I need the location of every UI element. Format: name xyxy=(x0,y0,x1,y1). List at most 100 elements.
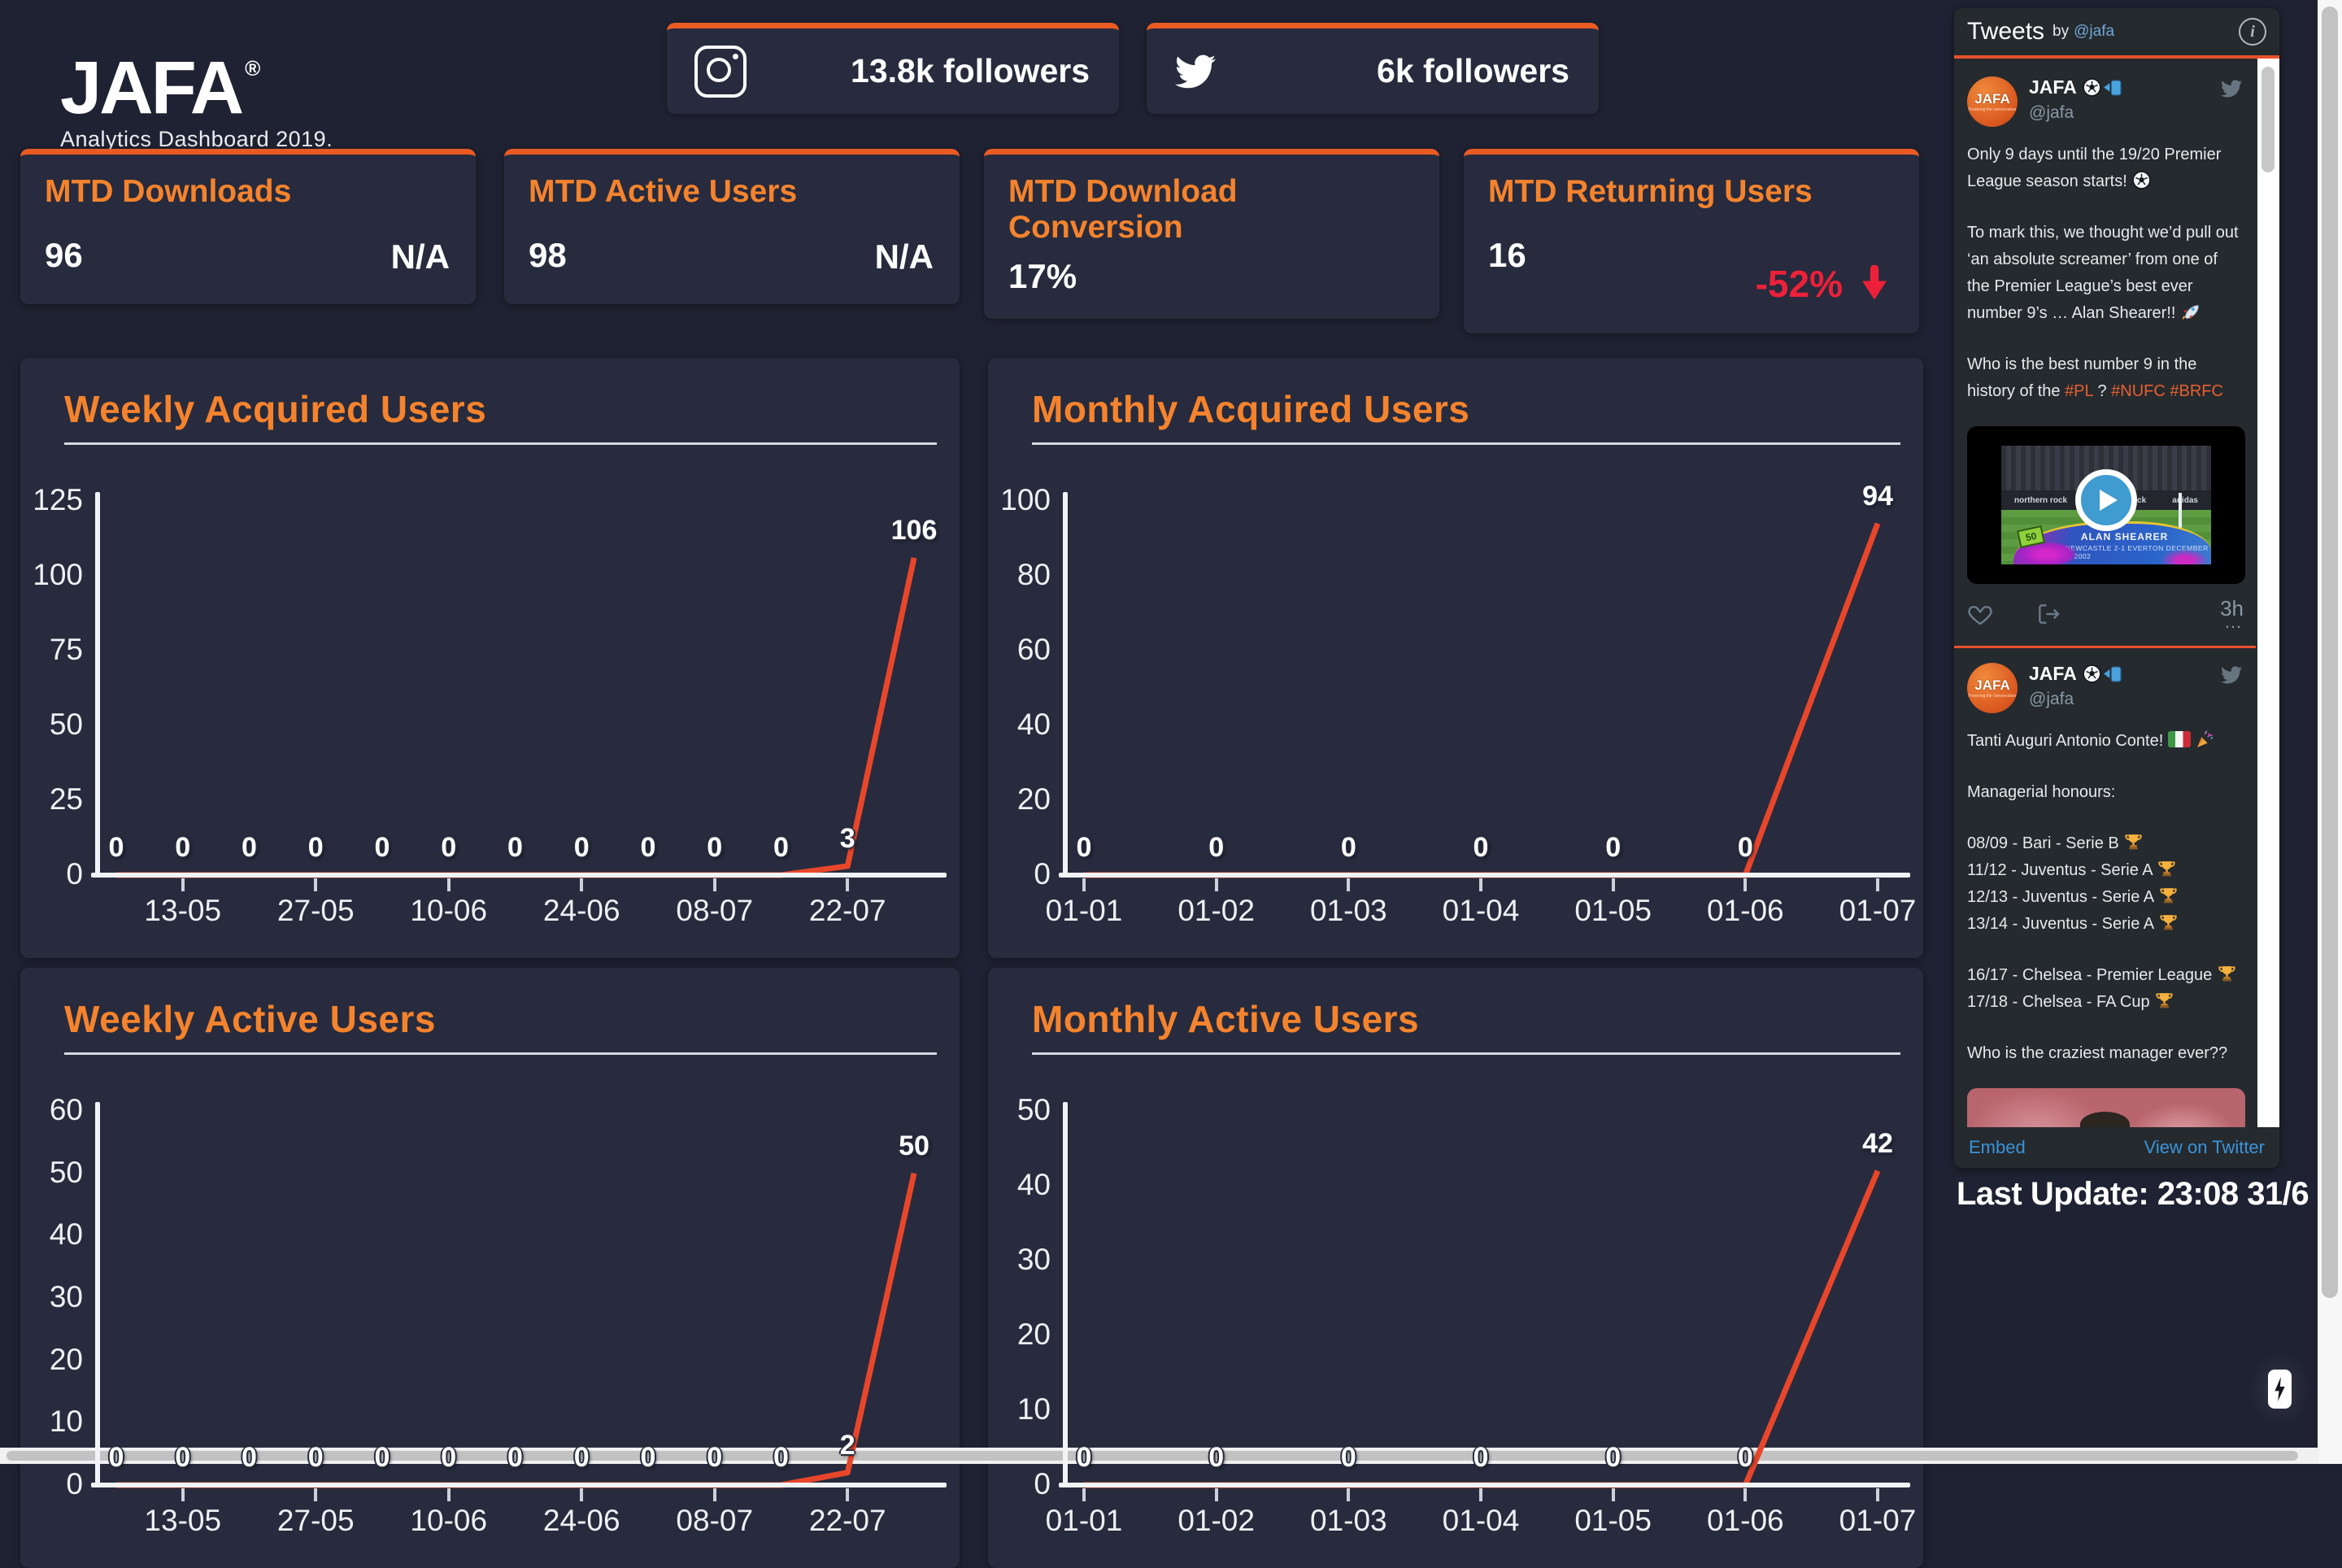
x-tick-label: 01-01 xyxy=(1045,894,1123,927)
monthly-active-users-plot: 0 10 20 30 40 50 01-01 01-02 01-03 01-04 01-05 01-0… xyxy=(988,968,1923,1568)
y-tick-label: 20 xyxy=(1016,782,1051,816)
widget-header-divider xyxy=(1954,55,2279,59)
tweet-actions: 3h… xyxy=(1967,596,2244,632)
trophy-icon xyxy=(2157,859,2177,879)
soccer-ball-icon xyxy=(2082,77,2102,98)
registered-mark: ® xyxy=(245,56,261,81)
trophy-icon xyxy=(2123,832,2144,852)
x-tick-mark xyxy=(1214,1488,1218,1501)
tweet-list: JAFA Powering the conversation JAFA @jaf… xyxy=(1954,59,2279,1127)
share-icon[interactable] xyxy=(2035,601,2061,627)
x-tick-mark xyxy=(314,1488,318,1501)
x-tick-mark xyxy=(1611,1488,1615,1501)
y-tick-label: 40 xyxy=(49,1217,83,1252)
trend-line xyxy=(116,1172,917,1488)
tweet-text-line: Only 9 days until the 19/20 Premier Leag… xyxy=(1967,146,2222,190)
y-tick-label: 50 xyxy=(49,708,83,741)
embed-link[interactable]: Embed xyxy=(1969,1137,2026,1157)
x-tick-mark xyxy=(1347,878,1351,891)
tweet-text-line: 12/13 - Juventus - Serie A xyxy=(1967,884,2244,911)
tweet-timestamp[interactable]: 3h… xyxy=(2220,596,2244,632)
page-horizontal-scrollbar-thumb[interactable] xyxy=(7,1451,2298,1461)
x-tick-mark xyxy=(712,1488,716,1501)
y-tick-label: 10 xyxy=(49,1405,83,1439)
data-point-label: 0 xyxy=(1076,832,1092,863)
tweet-text-line: 13/14 - Juventus - Serie A xyxy=(1967,911,2244,938)
x-tick-label: 22-07 xyxy=(808,894,886,927)
twitter-bird-icon[interactable] xyxy=(2219,664,2244,686)
hashtag-link[interactable]: #NUFC xyxy=(2111,382,2166,400)
chart-title: Weekly Acquired Users xyxy=(64,388,487,430)
logo-subtitle: Analytics Dashboard 2019. xyxy=(60,127,333,151)
twitter-bird-icon[interactable] xyxy=(2219,78,2244,99)
x-tick-mark xyxy=(1743,1488,1748,1501)
tweet-handle[interactable]: @jafa xyxy=(2029,690,2074,708)
like-button-heart-icon[interactable] xyxy=(1967,601,1993,627)
tweet-header: JAFA Powering the conversation JAFA @jaf… xyxy=(1967,663,2244,713)
view-on-twitter-link[interactable]: View on Twitter xyxy=(2144,1137,2265,1157)
kpi-value: 17% xyxy=(1008,257,1077,295)
y-tick-label: 100 xyxy=(33,558,83,591)
avatar[interactable]: JAFA Powering the conversation xyxy=(1967,663,2018,713)
hashtag-link[interactable]: #BRFC xyxy=(2170,382,2223,400)
lightning-widget-button[interactable] xyxy=(2268,1370,2292,1409)
kpi-title: MTD Returning Users xyxy=(1488,174,1813,209)
kpi-trend: -52% xyxy=(1756,262,1893,306)
widget-by-label: by xyxy=(2053,23,2070,40)
tweet-video-thumbnail[interactable]: northern rock northern rock adidas ALAN … xyxy=(1967,426,2245,584)
monthly-acquired-users-plot: 0 20 40 60 80 100 01-01 01-02 01-03 01-04 01-05 01-… xyxy=(988,358,1923,958)
x-tick-label: 01-06 xyxy=(1707,894,1784,927)
tweet-text-line: 08/09 - Bari - Serie B xyxy=(1967,830,2244,857)
x-axis-line xyxy=(1059,1483,1910,1487)
data-point-label: 0 xyxy=(1737,1442,1753,1473)
y-axis-line xyxy=(95,492,100,876)
x-tick-mark xyxy=(712,878,716,891)
trophy-icon xyxy=(2158,912,2179,933)
y-tick-label: 60 xyxy=(1016,633,1051,666)
trend-line-svg xyxy=(116,1172,917,1488)
tweet-author[interactable]: JAFA xyxy=(2029,663,2122,685)
title-underline xyxy=(64,1052,937,1055)
tweet-handle[interactable]: @jafa xyxy=(2029,103,2074,122)
kpi-card-mtd-returning-users: MTD Returning Users 16 -52% xyxy=(1464,149,1919,333)
x-tick-label: 13-05 xyxy=(144,894,222,927)
tweet-text-line: Managerial honours: xyxy=(1967,783,2116,801)
weekly-acquired-users-plot: 0 25 50 75 100 125 13-05 27-05 10-06 24-06 08-07 22… xyxy=(20,358,960,958)
info-icon[interactable]: i xyxy=(2239,18,2266,46)
tweet-photo[interactable] xyxy=(1967,1088,2245,1127)
avatar[interactable]: JAFA Powering the conversation xyxy=(1967,76,2018,127)
x-tick-label: 01-03 xyxy=(1310,1504,1387,1537)
widget-scrollbar-thumb[interactable] xyxy=(2261,67,2275,172)
twitter-timeline-widget: Tweets by @jafa i JAFA Powering the conv… xyxy=(1954,8,2279,1168)
y-tick-label: 20 xyxy=(1016,1318,1051,1351)
y-tick-label: 80 xyxy=(1016,558,1051,591)
tweet-author[interactable]: JAFA xyxy=(2029,76,2122,98)
trophy-icon xyxy=(2217,964,2237,984)
widget-handle-link[interactable]: @jafa xyxy=(2074,23,2115,40)
x-tick-label: 10-06 xyxy=(410,1504,488,1537)
data-point-label: 0 xyxy=(242,832,257,863)
data-point-label: 0 xyxy=(1473,1442,1489,1473)
y-tick-label: 25 xyxy=(49,782,83,816)
send-to-phone-icon xyxy=(2102,77,2122,98)
x-tick-mark xyxy=(1743,878,1748,891)
chart-card-monthly-active-users: Monthly Active Users 0 10 20 30 40 50 01-01 01-… xyxy=(988,968,1923,1568)
kpi-title: MTD Downloads xyxy=(45,174,292,209)
video-crowd xyxy=(2001,446,2211,491)
trend-line xyxy=(116,557,917,878)
tweet-header: JAFA Powering the conversation JAFA @jaf… xyxy=(1967,76,2244,127)
data-point-label: 0 xyxy=(1605,1442,1622,1473)
hashtag-link[interactable]: #PL xyxy=(2065,382,2093,400)
kpi-secondary-value: N/A xyxy=(390,237,450,276)
kpi-title: MTD Download Conversion xyxy=(1008,174,1238,245)
tweet-text-line: Who is the craziest manager ever?? xyxy=(1967,1044,2228,1062)
more-dots: … xyxy=(2224,612,2244,632)
kpi-card-mtd-active-users: MTD Active Users 98 N/A xyxy=(504,149,960,304)
x-tick-mark xyxy=(580,1488,584,1501)
data-point-label: 0 xyxy=(307,832,324,863)
data-point-label: 0 xyxy=(441,832,457,863)
page-vertical-scrollbar-thumb[interactable] xyxy=(2322,7,2338,1298)
play-button[interactable] xyxy=(2075,469,2137,532)
data-point-label: 0 xyxy=(1208,832,1225,863)
data-point-label: 94 xyxy=(1862,480,1893,512)
